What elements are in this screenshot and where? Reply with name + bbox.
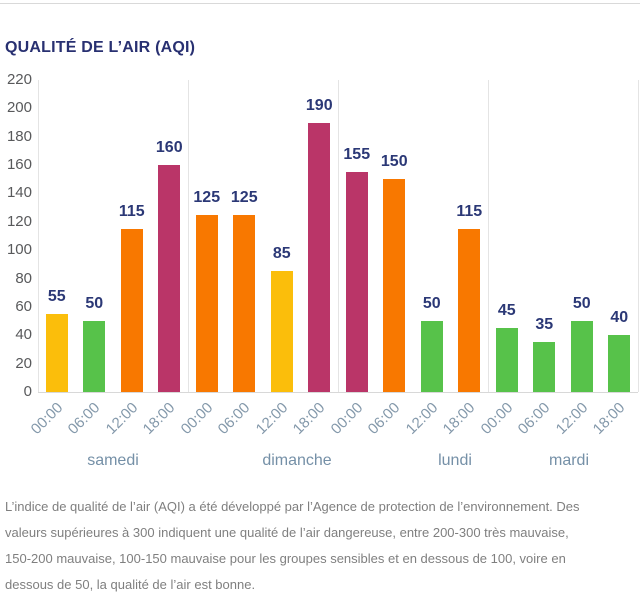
aqi-bar [83,321,106,392]
bar-value-label: 55 [47,288,66,305]
bar-value-label: 45 [497,302,516,319]
day-separator-gridline [488,80,489,392]
aqi-bar [233,215,256,392]
aqi-bar [608,335,631,392]
x-axis-line [38,392,638,393]
bar-value-label: 85 [272,245,291,262]
x-axis-day-label: lundi [438,452,472,469]
x-axis-day-label: dimanche [262,452,332,469]
y-axis-tick-label: 140 [6,184,32,202]
aqi-bar [383,179,406,392]
aqi-bar [570,321,593,392]
aqi-bar [420,321,443,392]
bar-value-label: 35 [535,316,554,333]
y-axis-tick-label: 20 [15,354,32,372]
aqi-bar [495,328,518,392]
bar-value-label: 155 [343,146,371,163]
bar-value-label: 50 [85,295,104,312]
aqi-bar [308,123,331,392]
aqi-bar [533,342,556,392]
y-axis-tick-label: 40 [15,326,32,344]
y-axis-tick-label: 120 [6,212,32,230]
aqi-bar [345,172,368,392]
day-separator-gridline [338,80,339,392]
y-axis-tick-label: 180 [6,127,32,145]
day-separator-gridline [188,80,189,392]
aqi-bar [120,229,143,392]
y-axis-line [38,80,39,392]
y-axis-tick-label: 80 [15,269,32,287]
bar-value-label: 150 [380,153,408,170]
aqi-bar-chart: 0 20 40 60 80 100 120 140 160 180 200 220 55 50 115 160… [0,60,640,490]
aqi-description: L’indice de qualité de l’air (AQI) a été… [5,499,580,592]
bar-value-label: 160 [155,139,183,156]
bar-value-label: 115 [456,203,483,220]
chart-title: QUALITÉ DE L’AIR (AQI) [5,38,196,56]
bar-value-label: 115 [118,203,145,220]
x-axis-day-label: samedi [87,452,139,469]
y-axis-tick-label: 60 [15,297,32,315]
bar-value-label: 190 [305,97,333,114]
aqi-bar [45,314,68,392]
y-axis-tick-label: 160 [6,156,32,174]
aqi-bar [458,229,481,392]
aqi-bar [158,165,181,392]
y-axis-tick-label: 220 [6,71,32,88]
bar-value-label: 125 [230,189,258,206]
bar-value-label: 125 [193,189,221,206]
day-separator-gridline [638,80,639,392]
bar-value-label: 50 [572,295,591,312]
x-axis-day-label: mardi [548,452,589,469]
aqi-bar [195,215,218,392]
aqi-bar [270,271,293,392]
bar-value-label: 50 [422,295,441,312]
widget-top-border [0,3,640,4]
y-axis-tick-label: 100 [6,241,32,259]
bar-value-label: 40 [610,309,629,326]
y-axis-tick-label: 0 [23,383,32,400]
y-axis-tick-label: 200 [6,99,32,117]
